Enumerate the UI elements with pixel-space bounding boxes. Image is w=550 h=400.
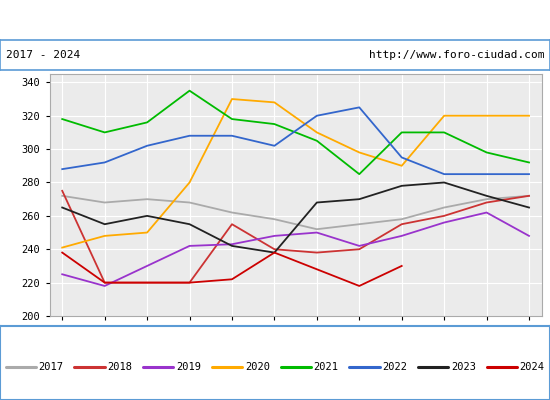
Text: 2018: 2018 <box>107 362 132 372</box>
Text: 2017 - 2024: 2017 - 2024 <box>6 50 80 60</box>
Text: Evolucion del paro registrado en Periana: Evolucion del paro registrado en Periana <box>126 14 424 28</box>
Text: 2019: 2019 <box>176 362 201 372</box>
Text: 2023: 2023 <box>451 362 476 372</box>
Text: 2017: 2017 <box>39 362 63 372</box>
Text: http://www.foro-ciudad.com: http://www.foro-ciudad.com <box>369 50 544 60</box>
Text: 2021: 2021 <box>314 362 338 372</box>
Text: 2022: 2022 <box>382 362 407 372</box>
Text: 2024: 2024 <box>520 362 544 372</box>
Text: 2020: 2020 <box>245 362 270 372</box>
